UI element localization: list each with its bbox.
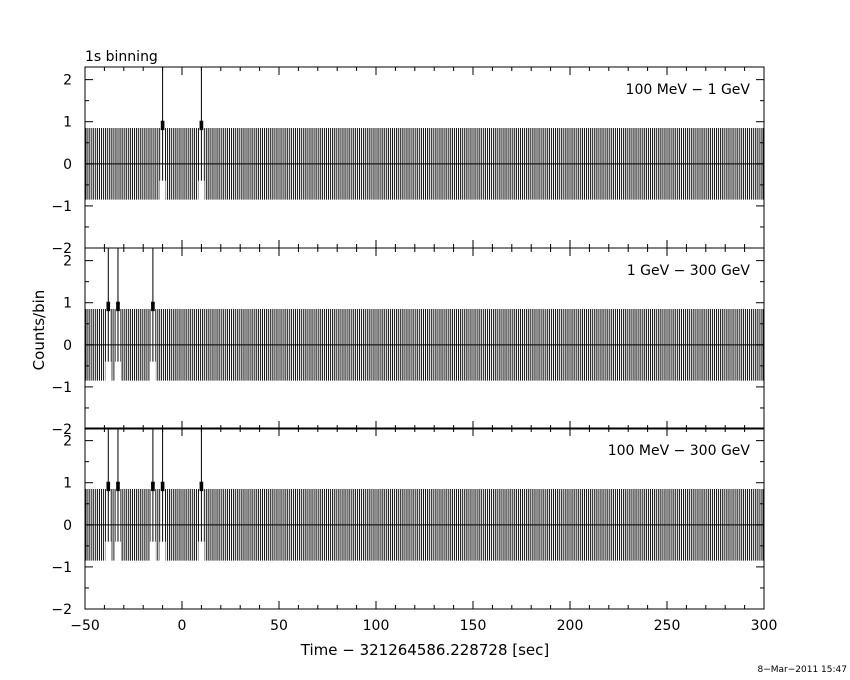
- event-bin: [105, 248, 112, 385]
- event-count-bar: [199, 482, 204, 492]
- x-axis-title: Time − 321264586.228728 [sec]: [300, 641, 550, 659]
- event-count-bar: [160, 482, 165, 492]
- y-axis-title: Counts/bin: [30, 290, 48, 371]
- event-bin: [114, 248, 121, 385]
- x-tick-label: 150: [460, 618, 487, 634]
- y-tick-label: 2: [63, 254, 72, 270]
- panel-3: −2 −1 0 1 2 100 MeV − 300 GeV: [51, 427, 765, 618]
- event-count-bar: [199, 121, 204, 131]
- x-tick-label: 0: [178, 618, 187, 634]
- x-tick-label: 50: [270, 618, 288, 634]
- y-tick-label: 2: [63, 73, 72, 89]
- y-tick-label: −2: [51, 422, 72, 438]
- y-tick-label: −2: [51, 241, 72, 257]
- event-bin: [149, 248, 156, 385]
- event-count-bar: [116, 302, 120, 312]
- binning-label: 1s binning: [85, 49, 158, 65]
- panel-label: 100 MeV − 300 GeV: [608, 443, 751, 459]
- event-bin: [159, 428, 166, 565]
- panel-2: −2 −1 0 1 2 1 GeV − 300 GeV: [51, 247, 765, 438]
- timestamp: 8−Mar−2011 15:47: [758, 665, 848, 675]
- event-count-bar: [151, 302, 155, 312]
- y-tick-label: −1: [51, 380, 72, 396]
- event-count-bar: [151, 482, 155, 492]
- panel-1: −2 −1 0 1 2 100 MeV − 1 GeV: [51, 66, 765, 257]
- event-bin: [149, 428, 156, 565]
- event-count-bar: [116, 482, 120, 492]
- event-count-bar: [106, 482, 111, 492]
- event-gap: [159, 180, 166, 204]
- y-tick-label: 0: [63, 157, 72, 173]
- event-gap: [114, 361, 121, 385]
- event-gap: [149, 361, 156, 385]
- event-gap: [149, 541, 156, 565]
- event-bin: [198, 428, 205, 565]
- y-tick-label: 0: [63, 338, 72, 354]
- event-bin: [198, 67, 205, 204]
- x-tick-label: −50: [70, 618, 100, 634]
- event-bin: [114, 428, 121, 565]
- y-tick-label: 1: [63, 476, 72, 492]
- panels: −2 −1 0 1 2 100 MeV − 1 GeV −2 −1 0 1 2 1 GeV − 300…: [51, 66, 778, 634]
- event-gap: [198, 541, 205, 565]
- y-tick-label: 0: [63, 518, 72, 534]
- y-tick-label: −1: [51, 199, 72, 215]
- y-tick-label: 2: [63, 434, 72, 450]
- event-gap: [159, 541, 166, 565]
- event-bin: [105, 428, 112, 565]
- panel-frame: [84, 247, 765, 430]
- event-gap: [105, 361, 112, 385]
- y-tick-label: −1: [51, 560, 72, 576]
- event-gap: [105, 541, 112, 565]
- y-tick-label: −2: [51, 602, 72, 618]
- event-gap: [114, 541, 121, 565]
- event-count-bar: [160, 121, 165, 131]
- x-tick-label: 100: [363, 618, 390, 634]
- y-tick-label: 1: [63, 296, 72, 312]
- event-count-bar: [106, 302, 111, 312]
- panel-label: 100 MeV − 1 GeV: [626, 82, 751, 98]
- x-tick-label: 250: [654, 618, 681, 634]
- panel-label: 1 GeV − 300 GeV: [627, 263, 751, 279]
- y-tick-label: 1: [63, 115, 72, 131]
- event-bin: [159, 67, 166, 204]
- x-tick-label: 300: [751, 618, 778, 634]
- x-tick-label: 200: [557, 618, 584, 634]
- panel-frame: [84, 427, 765, 610]
- event-gap: [198, 180, 205, 204]
